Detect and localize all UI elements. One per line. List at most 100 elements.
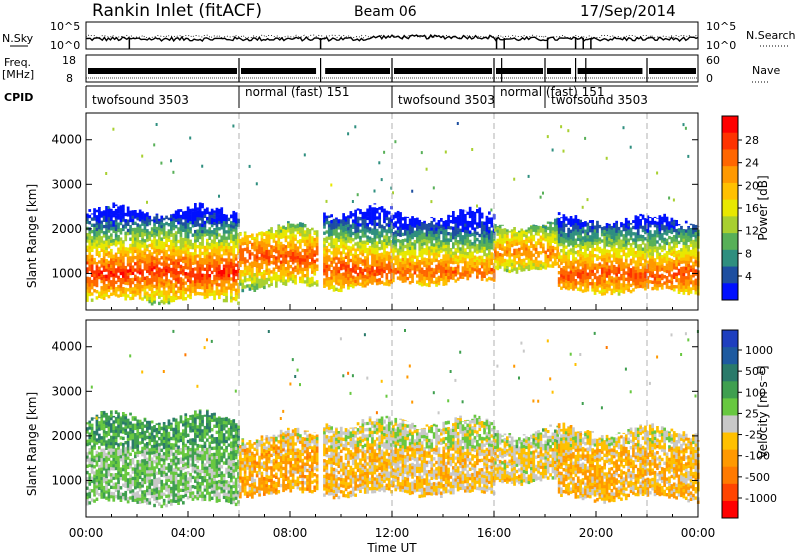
power-cell <box>663 219 666 223</box>
power-cell <box>122 204 125 207</box>
power-cell <box>418 266 422 270</box>
power-cell <box>432 258 436 263</box>
power-cell <box>308 277 312 281</box>
power-cell <box>513 227 516 231</box>
power-cell <box>425 245 429 249</box>
power-cell <box>162 282 166 286</box>
power-cell <box>206 251 209 255</box>
power-cell <box>689 259 693 263</box>
power-cell <box>327 248 331 253</box>
power-cell <box>354 279 357 284</box>
power-cell <box>150 246 154 250</box>
power-cell <box>117 269 120 273</box>
power-cell <box>574 285 578 289</box>
power-cell <box>289 240 293 244</box>
power-cell <box>131 240 135 244</box>
power-cell <box>551 248 555 253</box>
power-cell <box>323 272 326 276</box>
power-cell <box>299 251 302 255</box>
power-cell <box>639 256 642 260</box>
power-cell <box>138 280 142 284</box>
power-cell <box>100 279 104 284</box>
power-cell <box>177 230 180 234</box>
power-cell <box>354 232 357 237</box>
power-cell <box>498 265 502 269</box>
power-cell <box>485 215 489 220</box>
power-cell <box>665 223 669 227</box>
power-cell <box>162 294 166 299</box>
power-cell <box>452 245 455 249</box>
power-cell <box>581 258 585 262</box>
power-cell <box>279 232 283 236</box>
power-cell <box>646 229 650 233</box>
power-cell <box>160 215 164 219</box>
power-cell <box>682 250 686 255</box>
power-cell <box>95 265 99 269</box>
power-cell <box>162 260 166 264</box>
power-cell <box>222 270 226 275</box>
power-cell <box>275 231 278 235</box>
power-cell <box>636 234 640 239</box>
power-cell <box>564 233 568 237</box>
power-cell <box>692 233 695 237</box>
power-cell <box>551 261 555 265</box>
power-cell <box>363 240 367 244</box>
power-cell <box>564 282 568 287</box>
power-cell <box>444 250 448 255</box>
power-cell <box>537 254 540 258</box>
power-cell <box>356 260 360 264</box>
power-cell <box>194 267 197 271</box>
power-cell <box>646 215 650 218</box>
power-cell <box>253 288 257 292</box>
power-cell <box>387 217 391 221</box>
power-cell <box>323 250 326 254</box>
power-cell <box>483 271 486 275</box>
power-cell <box>124 278 128 282</box>
power-cell <box>488 239 491 243</box>
power-cell <box>275 262 278 266</box>
power-cell <box>634 272 638 277</box>
power-cell <box>186 219 190 223</box>
power-cell <box>148 296 152 301</box>
power-cell <box>218 267 221 271</box>
power-cell <box>260 237 264 241</box>
power-cell <box>641 272 645 276</box>
power-cell <box>476 231 479 236</box>
power-cell <box>363 277 367 282</box>
power-cell <box>105 290 108 294</box>
power-cell <box>359 229 362 233</box>
power-cell <box>253 282 257 286</box>
power-cell <box>306 245 309 249</box>
power-cell <box>461 241 465 245</box>
power-cell <box>182 297 185 301</box>
power-cell <box>425 239 429 243</box>
power-cell <box>408 234 412 238</box>
power-cell <box>158 248 161 253</box>
power-cell <box>117 222 120 226</box>
power-cell <box>411 257 414 262</box>
power-cell <box>513 267 516 271</box>
power-cell <box>342 232 345 236</box>
power-cell <box>622 243 626 247</box>
power-cell <box>100 242 104 246</box>
power-cell <box>354 223 357 227</box>
power-cell <box>423 232 426 236</box>
power-cell <box>267 277 271 282</box>
power-cell <box>682 254 686 258</box>
power-cell <box>232 262 236 267</box>
power-cell <box>485 259 489 263</box>
power-cell <box>258 269 261 273</box>
power-cell <box>134 274 137 278</box>
power-cell <box>167 223 171 227</box>
power-cell <box>615 276 618 280</box>
power-cell <box>227 261 231 265</box>
power-cell <box>349 283 353 288</box>
power-cell <box>527 239 531 243</box>
power-cell <box>692 286 695 290</box>
power-cell <box>182 213 185 217</box>
power-cell <box>378 268 381 273</box>
power-cell <box>110 233 113 237</box>
power-cell <box>301 270 305 275</box>
power-cell <box>186 241 190 245</box>
power-cell <box>196 232 200 236</box>
